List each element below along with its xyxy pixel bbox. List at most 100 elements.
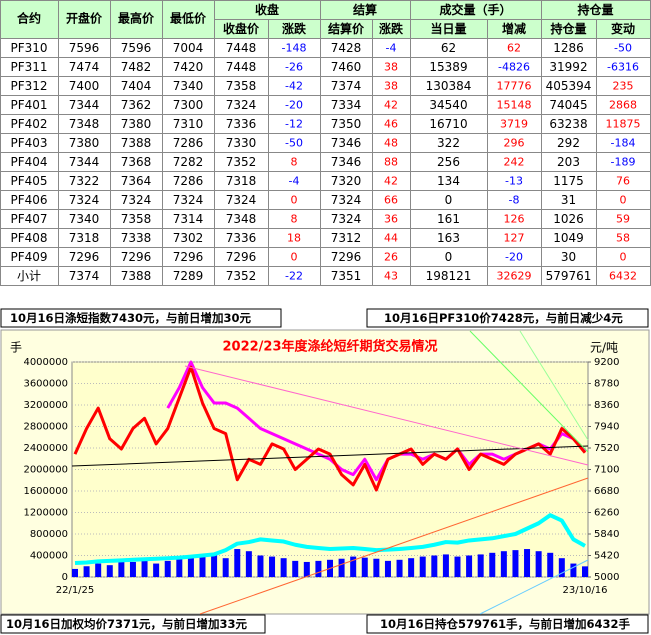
note-box: [366, 614, 649, 634]
table-text: 31992: [549, 60, 587, 74]
header-text: 持仓量: [577, 2, 613, 17]
table-text: 242: [504, 156, 525, 169]
table-text: 7474: [69, 60, 100, 74]
table-text: 7302: [173, 231, 204, 245]
table-text: -148: [282, 42, 307, 55]
table-text: 126: [504, 213, 525, 226]
table-text: 7324: [69, 193, 100, 207]
table-text: 7312: [331, 231, 362, 245]
table-text: 134: [437, 174, 460, 188]
table-text: 7282: [173, 155, 204, 169]
bar: [384, 560, 391, 577]
bar: [106, 565, 113, 577]
bar: [442, 554, 449, 577]
y2-tick-label: 8780: [594, 379, 619, 390]
table-text: -20: [505, 251, 523, 264]
y-tick-label: 4000000: [23, 357, 68, 368]
table-text: 66: [384, 194, 398, 207]
bar: [245, 551, 252, 577]
table-text: 7344: [69, 98, 100, 112]
table-text: PF401: [10, 98, 47, 112]
note: 10月16日加权均价7371元，与前日增加33元: [6, 617, 248, 631]
bar: [187, 556, 194, 577]
note-box: [366, 308, 649, 328]
table-text: 3719: [500, 118, 528, 131]
x-tick-label: 22/1/25: [56, 585, 95, 596]
line: [73, 365, 587, 492]
table-text: 7004: [173, 41, 204, 55]
table-text: 7324: [226, 98, 257, 112]
header-text: 增减: [502, 21, 526, 36]
header-text: 涨跌: [379, 21, 404, 36]
bar: [477, 554, 484, 577]
bar: [141, 559, 148, 577]
table-text: 1286: [553, 41, 584, 55]
table-text: 7596: [121, 41, 152, 55]
table-text: 7388: [121, 269, 152, 283]
table-text: 76: [616, 175, 630, 188]
table-text: 7348: [69, 117, 100, 131]
table-text: 7289: [173, 269, 204, 283]
y2-tick-label: 7100: [594, 465, 619, 476]
table-text: 26: [384, 251, 398, 264]
table-text: 7358: [226, 79, 257, 93]
trend-line: [519, 330, 589, 441]
note-box: [0, 308, 282, 328]
header-text: 当日量: [430, 21, 466, 36]
table-text: 579761: [546, 269, 592, 283]
table-text: 7404: [121, 79, 152, 93]
y-tick-label: 1600000: [23, 486, 68, 497]
table-text: 11875: [606, 118, 641, 131]
bar: [512, 550, 519, 577]
bar: [466, 555, 473, 577]
bar: [338, 558, 345, 577]
table-text: 7324: [173, 193, 204, 207]
table-text: 7300: [173, 98, 204, 112]
bar: [361, 557, 368, 577]
bar: [153, 563, 160, 577]
table-text: PF312: [10, 79, 47, 93]
y2-tick-label: 5420: [594, 551, 619, 562]
bar: [83, 566, 90, 577]
table-text: 0: [620, 251, 627, 264]
y-tick-label: 3600000: [23, 379, 68, 390]
header-text: 收盘: [255, 2, 279, 17]
table-text: -6316: [607, 61, 639, 74]
table-text: -42: [285, 80, 303, 93]
table-text: 17776: [497, 80, 532, 93]
bar: [72, 568, 78, 577]
header-text: 涨跌: [282, 21, 307, 36]
trend-line: [479, 559, 589, 615]
bar: [350, 556, 357, 577]
table-text: 7286: [173, 174, 204, 188]
y2-tick-label: 8360: [594, 400, 619, 411]
x-tick-label: 23/10/16: [563, 585, 608, 596]
header-text: 收盘价: [223, 21, 260, 36]
bar: [292, 560, 299, 577]
table-text: -20: [285, 99, 303, 112]
bar: [303, 561, 310, 577]
table-text: 7324: [226, 193, 257, 207]
table-text: 7346: [331, 155, 362, 169]
table-text: 7400: [69, 79, 100, 93]
bar: [373, 558, 380, 577]
bar: [535, 551, 542, 577]
table-text: 74045: [549, 98, 587, 112]
table-text: PF408: [10, 231, 47, 245]
header-text: 开盘价: [66, 11, 103, 26]
bar: [118, 560, 125, 577]
table-text: 38: [384, 61, 398, 74]
bar: [164, 560, 171, 577]
table-text: 42: [384, 175, 398, 188]
y2-tick-label: 5000: [594, 572, 619, 583]
plot: [72, 360, 588, 578]
table-text: 7348: [226, 212, 257, 226]
table-text: 7358: [121, 212, 152, 226]
table-text: -13: [505, 175, 523, 188]
table-text: -26: [285, 61, 303, 74]
header-cell: [58, 0, 111, 39]
bar: [547, 552, 554, 577]
table-text: 292: [557, 136, 580, 150]
table-text: 43: [384, 270, 398, 283]
